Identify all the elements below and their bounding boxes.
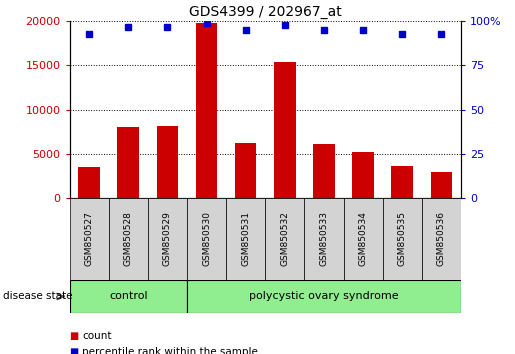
Text: GSM850527: GSM850527	[84, 211, 94, 267]
Bar	[70, 280, 187, 313]
Bar	[235, 143, 256, 198]
Bar	[78, 167, 100, 198]
Bar	[431, 172, 452, 198]
Bar	[187, 280, 461, 313]
Text: disease state: disease state	[3, 291, 72, 302]
Text: ■: ■	[70, 347, 79, 354]
Text: polycystic ovary syndrome: polycystic ovary syndrome	[249, 291, 399, 302]
Text: ■: ■	[70, 331, 79, 341]
Bar	[109, 198, 148, 280]
Text: GSM850532: GSM850532	[280, 211, 289, 267]
Text: GSM850536: GSM850536	[437, 211, 446, 267]
Bar	[383, 198, 422, 280]
Title: GDS4399 / 202967_at: GDS4399 / 202967_at	[189, 5, 341, 19]
Bar	[304, 198, 344, 280]
Bar	[196, 23, 217, 198]
Bar	[226, 198, 265, 280]
Text: GSM850531: GSM850531	[241, 211, 250, 267]
Bar	[70, 198, 109, 280]
Text: GSM850528: GSM850528	[124, 211, 133, 267]
Bar	[274, 62, 296, 198]
Text: control: control	[109, 291, 148, 302]
Text: GSM850535: GSM850535	[398, 211, 407, 267]
Bar	[117, 127, 139, 198]
Bar	[313, 144, 335, 198]
Text: GSM850529: GSM850529	[163, 211, 172, 267]
Bar	[187, 198, 226, 280]
Text: GSM850530: GSM850530	[202, 211, 211, 267]
Text: percentile rank within the sample: percentile rank within the sample	[82, 347, 259, 354]
Bar	[148, 198, 187, 280]
Bar	[265, 198, 304, 280]
Bar	[157, 126, 178, 198]
Text: count: count	[82, 331, 112, 341]
Text: GSM850534: GSM850534	[358, 211, 368, 267]
Bar	[344, 198, 383, 280]
Text: GSM850533: GSM850533	[319, 211, 329, 267]
Bar	[352, 152, 374, 198]
Bar	[391, 166, 413, 198]
Bar	[422, 198, 461, 280]
